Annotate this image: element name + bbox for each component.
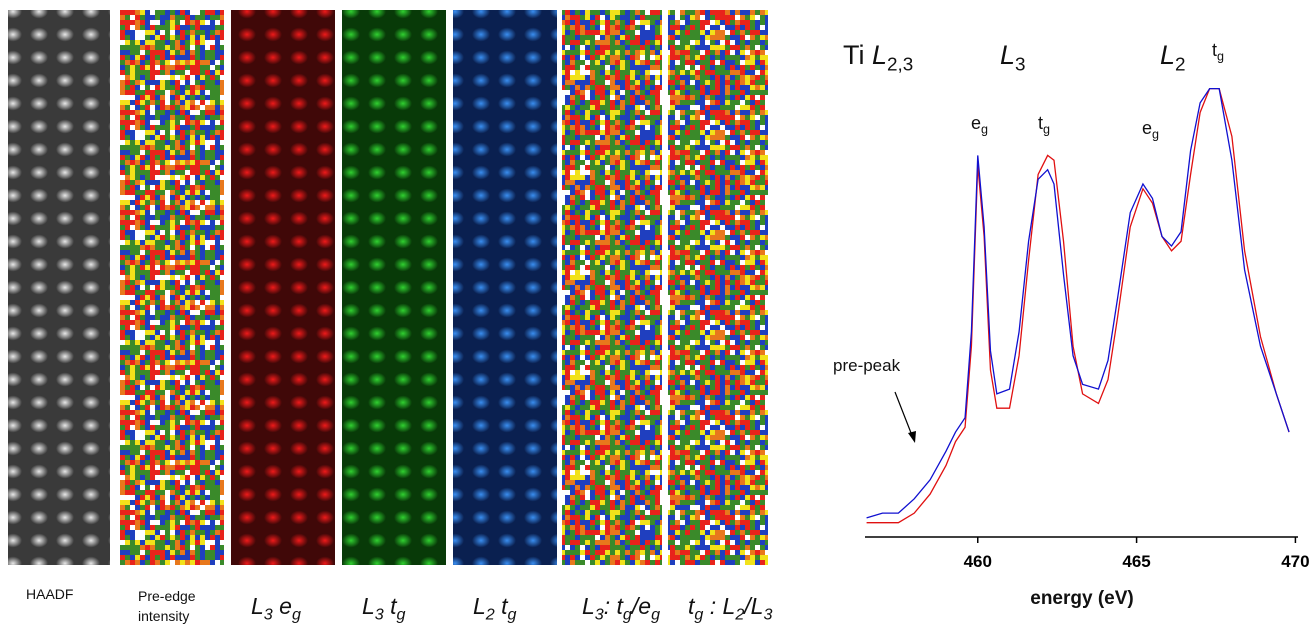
label-sub: g [396, 605, 406, 624]
annotation: Ti L2,3 [843, 40, 913, 77]
map-image [342, 10, 446, 565]
label-text: t [383, 593, 397, 619]
label-sub: 3 [594, 605, 604, 624]
arrow [894, 391, 914, 439]
spectrum-line [866, 87, 1290, 524]
annotation-text: pre-peak [833, 356, 901, 375]
map-image [562, 10, 662, 565]
label-text: : L [703, 593, 736, 619]
map-image [120, 10, 224, 565]
map-label: L3: tg/eg [582, 593, 660, 625]
label-text: : t [603, 593, 623, 619]
label-sub: g [622, 605, 632, 624]
map-label: L3 eg [251, 593, 301, 625]
annotation-sub: g [981, 122, 989, 137]
label-sub: 2 [485, 605, 495, 624]
x-tick-label: 460 [964, 552, 992, 571]
maps [8, 10, 768, 565]
annotation-text: t [1212, 40, 1218, 60]
map-label: tg : L2/L3 [688, 593, 772, 625]
label-text: L [251, 593, 264, 619]
map-image [8, 10, 110, 565]
annotation-sub: 2,3 [887, 54, 914, 76]
label-text: t [688, 593, 695, 619]
annotation: L2 [1160, 40, 1186, 77]
label-text: Pre-edge intensity [138, 588, 196, 624]
annotation-italic: L [1160, 40, 1176, 70]
annotation: pre-peak [833, 356, 900, 376]
annotation-text: t [1038, 113, 1044, 133]
label-text: /e [631, 593, 652, 619]
label-text: HAADF [26, 586, 74, 602]
label-sub: g [694, 605, 704, 624]
annotation: tg [1212, 40, 1224, 63]
label-text: L [582, 593, 595, 619]
annotation: eg [971, 113, 988, 136]
label-sub: 2 [735, 605, 745, 624]
annotation-text: e [971, 113, 982, 133]
arrowhead [908, 431, 916, 443]
annotation-sub: 3 [1015, 54, 1026, 76]
label-text: L [473, 593, 486, 619]
annotation-sub: g [1152, 127, 1160, 142]
spectrum-line [866, 87, 1290, 519]
label-text: /L [744, 593, 764, 619]
map-label: L2 tg [473, 593, 516, 625]
label-text: e [272, 593, 292, 619]
spectrum-plot: 460 465 470 [865, 87, 1310, 571]
label-text: t [494, 593, 508, 619]
annotation-text: Ti [843, 40, 872, 70]
x-tick-label: 470 [1281, 552, 1309, 571]
map-image [231, 10, 335, 565]
label-sub: g [507, 605, 517, 624]
map-label: L3 tg [362, 593, 405, 625]
annotation: tg [1038, 113, 1050, 136]
annotation-sub: 2 [1175, 54, 1186, 76]
label-sub: g [291, 605, 301, 624]
label-text: L [362, 593, 375, 619]
annotation-text: e [1142, 118, 1153, 138]
label-sub: 3 [374, 605, 384, 624]
x-tick-label: 465 [1122, 552, 1150, 571]
label-sub: 3 [763, 605, 773, 624]
map-label: HAADF [26, 586, 73, 602]
annotation-italic: L [872, 40, 888, 70]
annotation: L3 [1000, 40, 1026, 77]
label-sub: g [651, 605, 661, 624]
map-label: Pre-edge intensity [138, 586, 218, 626]
annotation: eg [1142, 118, 1159, 141]
annotation-sub: g [1043, 122, 1051, 137]
label-sub: 3 [263, 605, 273, 624]
map-image [668, 10, 768, 565]
x-axis-label: energy (eV) [1030, 588, 1134, 609]
map-image [453, 10, 557, 565]
annotation-italic: L [1000, 40, 1016, 70]
annotation-sub: g [1217, 49, 1225, 64]
